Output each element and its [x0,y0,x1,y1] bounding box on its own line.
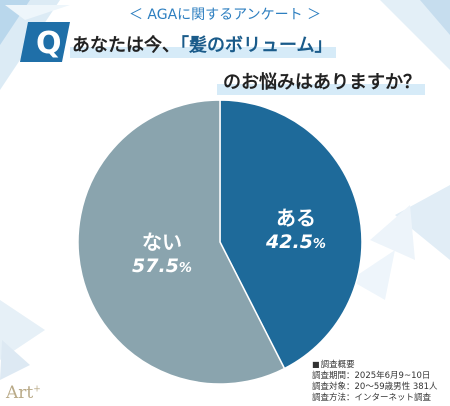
notes-title: 調査概要 [312,359,438,371]
pie-slice-no [77,99,286,385]
slice-value-yes-number: 42.5 [266,231,313,253]
notes-method: 調査方法：インターネット調査 [312,393,432,403]
brand-logo: Art+ [6,383,41,403]
question-line-1: あなたは今、「髪のボリューム」 [70,31,337,58]
q-mark: Q [36,26,62,61]
question-line-2: のお悩みはありますか？ [217,68,425,95]
question-highlight: 「髪のボリューム」 [180,35,333,56]
pie-slice-yes [219,99,363,370]
slice-name-no: ない [142,230,182,254]
notes-period: 調査期間：2025年6月9~10日 [312,371,431,381]
slice-label-yes: ある 42.5% [246,206,346,257]
survey-notes: 調査概要 調査期間：2025年6月9~10日 調査対象：20～59歳男性 381… [312,359,438,404]
slice-name-yes: ある [276,206,316,230]
slice-value-yes: 42.5% [246,230,346,257]
question-prefix: あなたは今、 [72,35,180,56]
notes-target: 調査対象：20～59歳男性 381人 [312,382,438,392]
slice-label-no: ない 57.5% [112,230,212,281]
brand-mark: + [33,384,41,395]
slice-value-no: 57.5% [112,254,212,281]
survey-label: ＜ AGAに関するアンケート ＞ [128,7,322,23]
slice-value-no-unit: % [178,261,192,276]
slice-value-no-number: 57.5 [132,255,179,277]
slice-value-yes-unit: % [312,237,326,252]
brand-name: Art [6,383,34,403]
